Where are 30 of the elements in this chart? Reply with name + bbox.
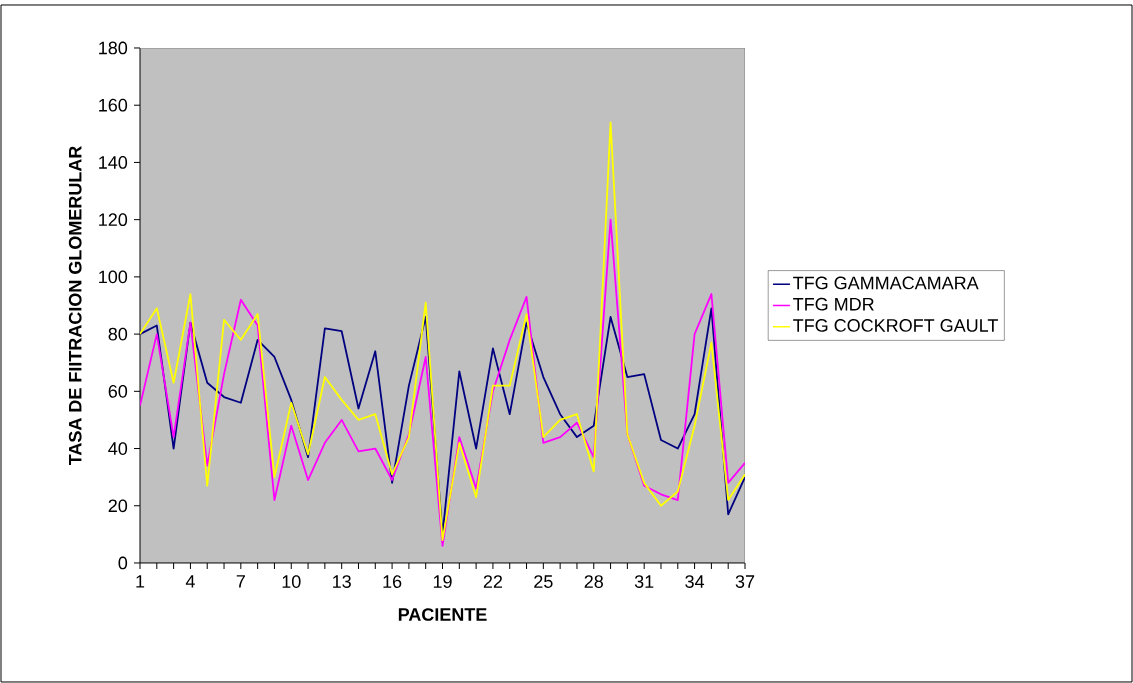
line-series xyxy=(140,218,746,547)
legend-label: TFG GAMMACAMARA xyxy=(793,276,979,290)
y-tick-label: 140 xyxy=(99,156,128,169)
x-tick-label: 19 xyxy=(433,575,452,588)
y-tick-label: 20 xyxy=(108,499,128,513)
x-tick-label: 1 xyxy=(136,575,145,588)
y-tick-label: 160 xyxy=(99,98,128,112)
x-tick-label: 10 xyxy=(282,575,301,588)
x-tick-label: 31 xyxy=(634,575,654,588)
y-tick-label: 60 xyxy=(108,384,128,398)
line-series xyxy=(140,121,746,541)
x-tick-label: 28 xyxy=(584,575,603,588)
x-tick-label: 13 xyxy=(333,575,351,588)
legend-label: TFG COCKROFT GAULT xyxy=(793,319,998,332)
y-axis-title: TASA DE FIITRACION GLOMERULAR xyxy=(68,146,82,466)
x-tick-label: 34 xyxy=(685,575,705,588)
y-tick-label: 0 xyxy=(118,556,128,570)
x-tick-label: 22 xyxy=(483,575,503,588)
y-tick-label: 100 xyxy=(99,270,128,284)
x-tick-label: 37 xyxy=(735,575,755,588)
legend-label: TFG MDR xyxy=(793,297,874,311)
x-axis-title: PACIENTE xyxy=(398,608,487,621)
x-tick-label: 7 xyxy=(236,575,245,588)
y-tick-label: 120 xyxy=(99,213,128,227)
x-tick-label: 4 xyxy=(185,575,195,588)
y-tick-label: 40 xyxy=(108,442,128,455)
y-tick-label: 180 xyxy=(99,41,128,55)
x-tick-label: 16 xyxy=(383,575,402,588)
x-tick-label: 25 xyxy=(534,575,553,588)
y-tick-label: 80 xyxy=(108,327,128,341)
